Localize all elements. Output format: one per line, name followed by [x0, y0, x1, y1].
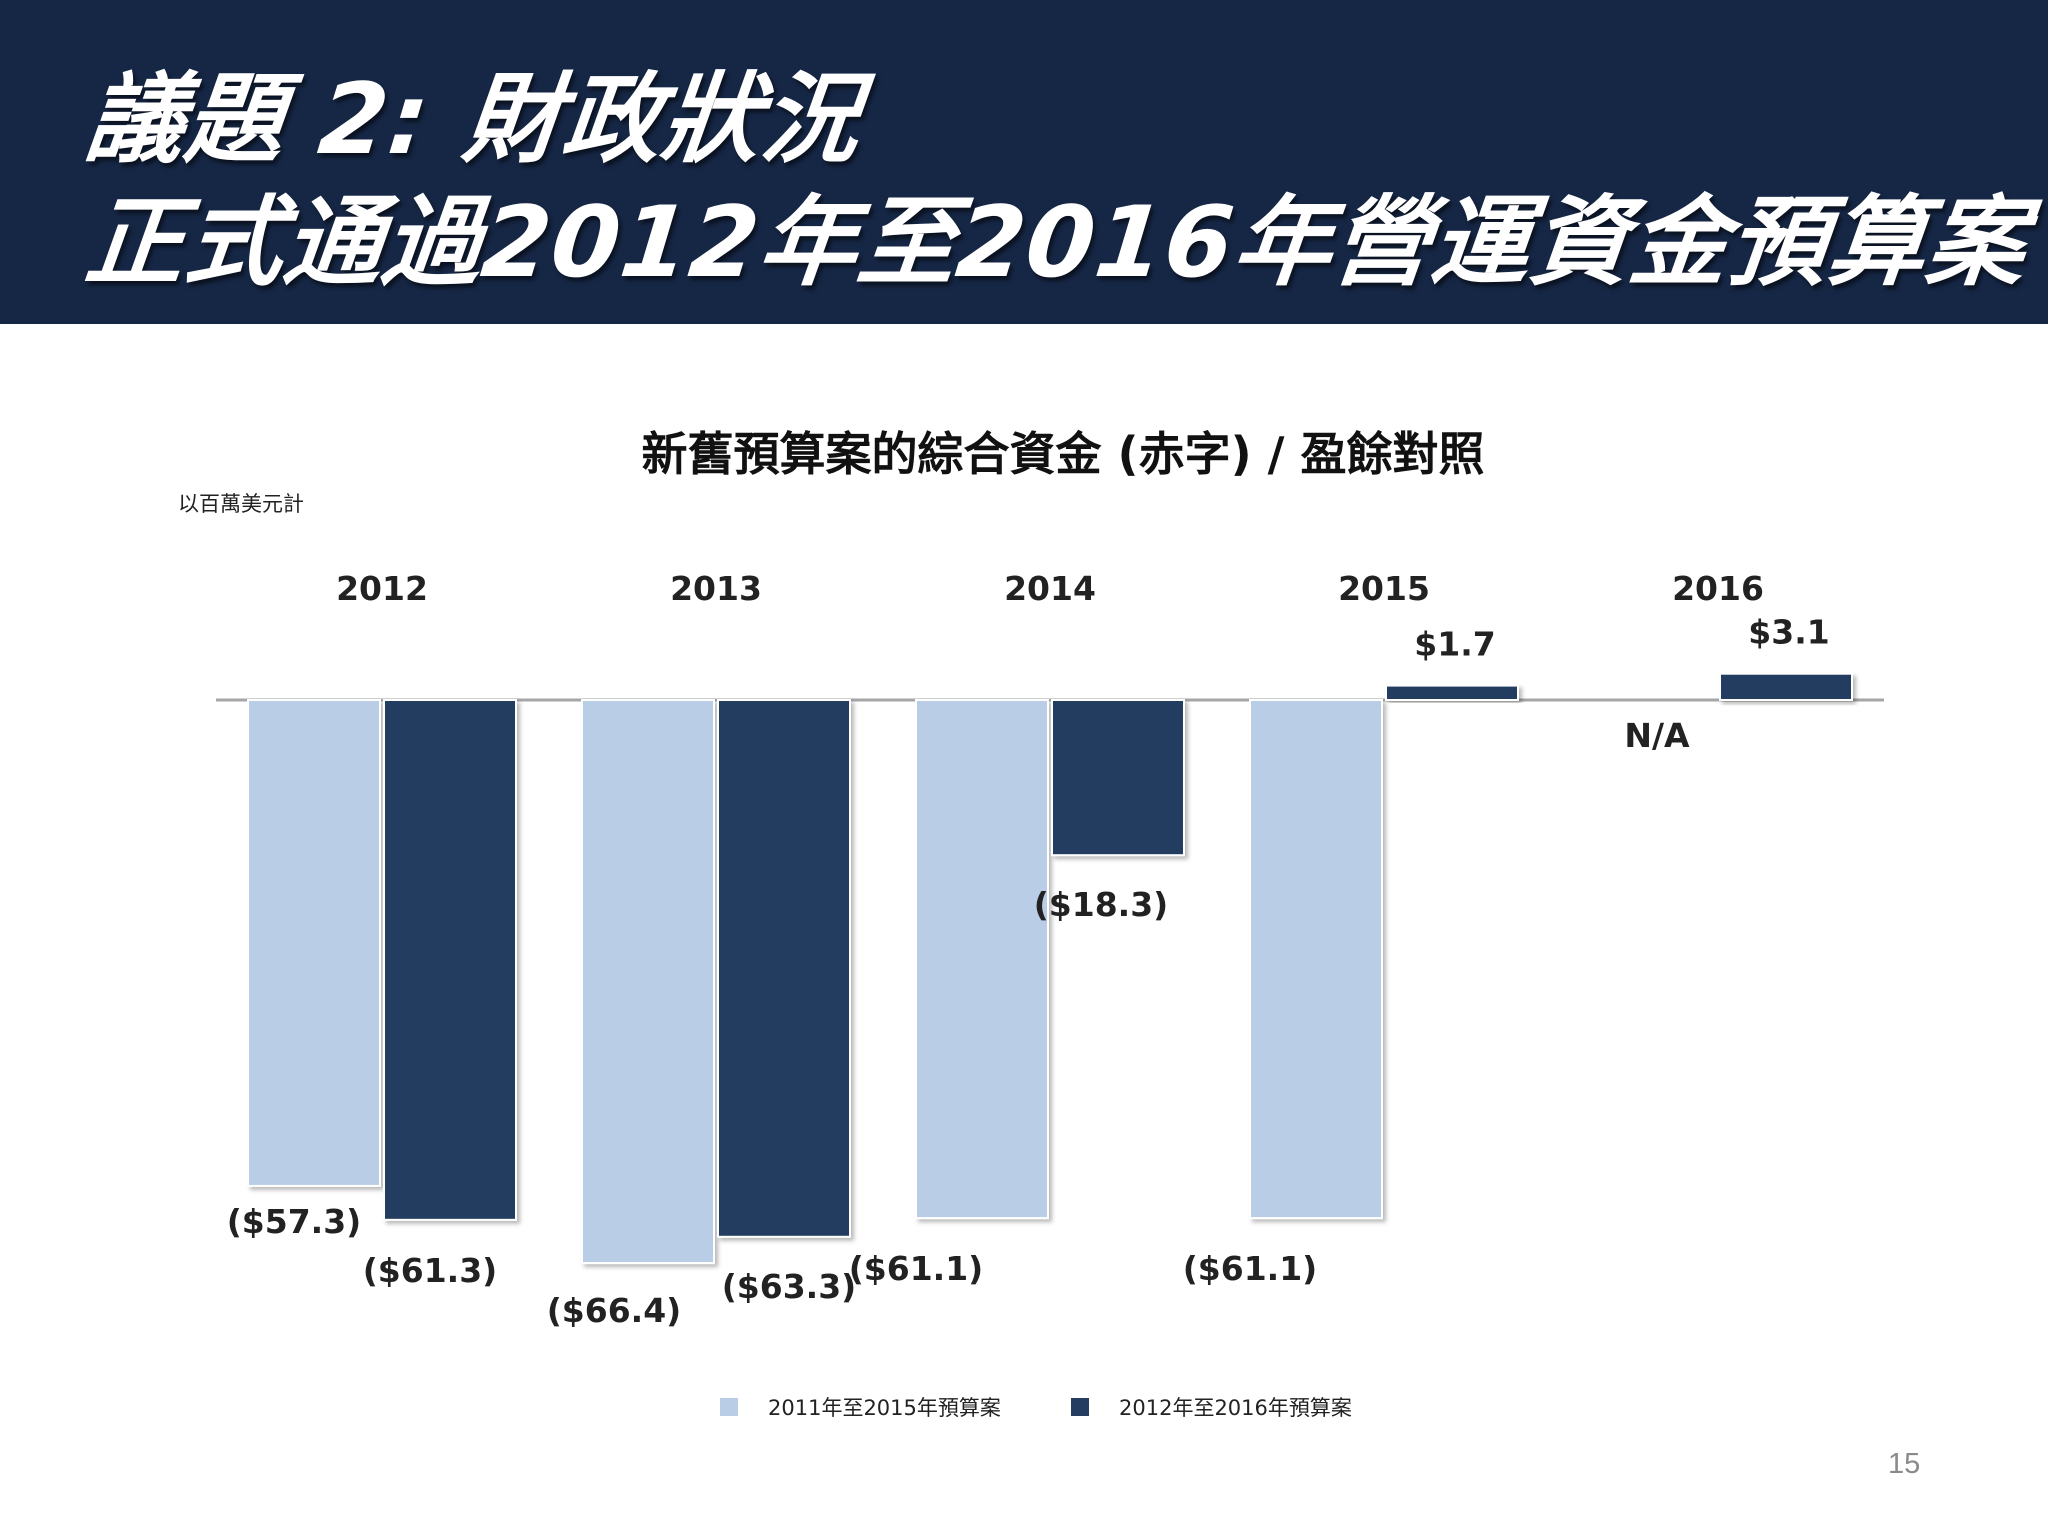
data-label-2013-series-2: ($63.3) [722, 1267, 857, 1306]
data-label-2014-series-1: ($61.1) [849, 1249, 984, 1288]
bar-2013-series-1 [581, 699, 715, 1265]
data-label-2014-series-2: ($18.3) [1034, 885, 1169, 924]
data-label-2012-series-2: ($61.3) [363, 1251, 498, 1290]
legend-swatch-old-budget [720, 1398, 738, 1416]
bar-2014-series-1 [915, 699, 1049, 1220]
legend-swatch-new-budget [1071, 1398, 1089, 1416]
data-label-2016-series-2: $3.1 [1748, 613, 1829, 652]
bar-2012-series-2 [383, 699, 517, 1221]
category-label-2012: 2012 [336, 569, 428, 608]
bar-2012-series-1 [247, 699, 381, 1187]
bar-2015-series-2 [1385, 684, 1519, 701]
data-label-2013-series-1: ($66.4) [547, 1291, 682, 1330]
bar-2016-series-2 [1719, 672, 1853, 701]
data-label-2015-series-2: $1.7 [1414, 625, 1495, 664]
legend-item-new-budget: 2012年至2016年預算案 [1071, 1392, 1352, 1422]
page-number: 15 [1888, 1448, 1921, 1480]
data-label-2015-series-1: ($61.1) [1183, 1249, 1318, 1288]
bar-2014-series-2 [1051, 699, 1185, 857]
category-label-2013: 2013 [670, 569, 762, 608]
category-label-2015: 2015 [1338, 569, 1430, 608]
legend-label-old-budget: 2011年至2015年預算案 [768, 1396, 1001, 1420]
data-label-2012-series-1: ($57.3) [227, 1202, 362, 1241]
legend-item-old-budget: 2011年至2015年預算案 [720, 1392, 1001, 1422]
bar-2013-series-2 [717, 699, 851, 1238]
slide-header: 議題 2: 財政狀況 正式通過2012年至2016年營運資金預算案 [0, 0, 2048, 324]
chart-title: 新舊預算案的綜合資金 (赤字) / 盈餘對照 [641, 427, 1485, 481]
legend-label-new-budget: 2012年至2016年預算案 [1119, 1396, 1352, 1420]
data-label-2016-series-1: N/A [1624, 716, 1690, 755]
category-label-2014: 2014 [1004, 569, 1096, 608]
units-note: 以百萬美元計 [178, 492, 304, 516]
bar-2015-series-1 [1249, 699, 1383, 1220]
category-label-2016: 2016 [1672, 569, 1764, 608]
